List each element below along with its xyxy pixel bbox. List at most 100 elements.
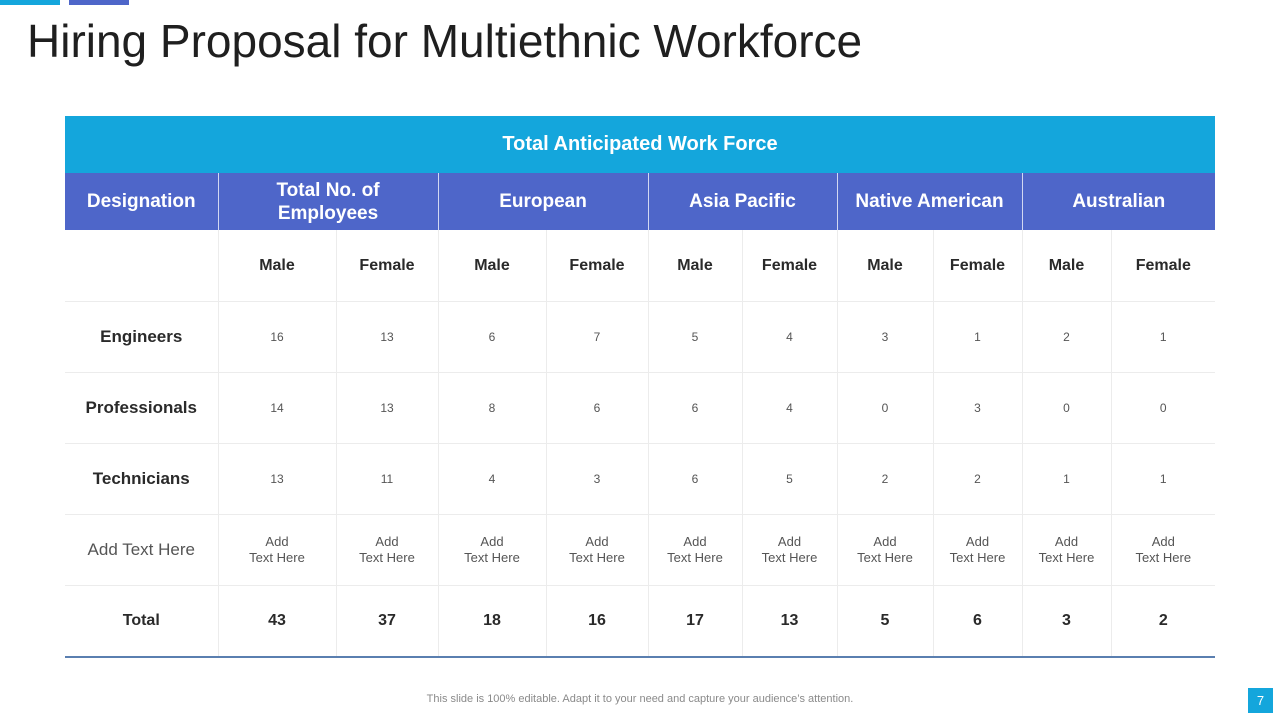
gender-male: Male xyxy=(217,230,336,302)
total-cell: 13 xyxy=(741,585,837,657)
workforce-table-container: Total Anticipated Work Force Designation… xyxy=(65,116,1216,658)
table-row-technicians: Technicians 13 11 4 3 6 5 2 2 1 1 xyxy=(65,443,1216,515)
header-designation: Designation xyxy=(65,173,218,230)
table-cell: 2 xyxy=(836,443,933,515)
gender-female: Female xyxy=(335,230,438,302)
placeholder-line-1: Add xyxy=(585,534,609,549)
gender-male: Male xyxy=(437,230,546,302)
table-cell: 7 xyxy=(545,301,648,373)
placeholder-cell: Add Text Here xyxy=(217,514,336,586)
row-label: Engineers xyxy=(65,301,218,373)
total-cell: 6 xyxy=(932,585,1022,657)
table-cell: 1 xyxy=(1110,301,1216,373)
table-cell: 0 xyxy=(1021,372,1111,444)
table-cell: 4 xyxy=(437,443,546,515)
row-label-placeholder: Add Text Here xyxy=(65,514,218,586)
table-cell: 14 xyxy=(217,372,336,444)
placeholder-cell: Add Text Here xyxy=(545,514,648,586)
gender-male: Male xyxy=(1021,230,1111,302)
table-cell: 6 xyxy=(647,443,742,515)
gender-female: Female xyxy=(741,230,837,302)
placeholder-line-1: Add xyxy=(1054,534,1079,549)
table-cell: 5 xyxy=(741,443,837,515)
total-cell: 17 xyxy=(647,585,742,657)
table-cell: 4 xyxy=(741,372,837,444)
table-cell: 2 xyxy=(1021,301,1111,373)
table-row-total: Total 43 37 18 16 17 13 5 6 3 2 xyxy=(65,585,1216,657)
placeholder-line-1: Add xyxy=(375,534,399,549)
total-cell: 18 xyxy=(437,585,546,657)
table-cell: 1 xyxy=(1110,443,1216,515)
page-number-badge: 7 xyxy=(1248,688,1273,713)
table-banner: Total Anticipated Work Force xyxy=(65,116,1216,173)
table-cell: 6 xyxy=(647,372,742,444)
table-cell: 1 xyxy=(932,301,1022,373)
placeholder-line-1: Add xyxy=(683,534,707,549)
placeholder-line-1: Add xyxy=(265,534,289,549)
total-cell: 37 xyxy=(335,585,438,657)
placeholder-cell: Add Text Here xyxy=(647,514,742,586)
placeholder-line-2: Text Here xyxy=(1135,550,1192,565)
placeholder-line-1: Add xyxy=(873,534,897,549)
table-cell: 1 xyxy=(1021,443,1111,515)
total-cell: 2 xyxy=(1110,585,1216,657)
placeholder-cell: Add Text Here xyxy=(335,514,438,586)
table-cell: 3 xyxy=(836,301,933,373)
gender-row-empty-cell xyxy=(65,230,218,302)
placeholder-line-2: Text Here xyxy=(857,550,913,565)
gender-row: Male Female Male Female Male Female Male… xyxy=(65,230,1216,302)
accent-bar-cyan xyxy=(0,0,60,5)
column-header-row: Designation Total No. of Employees Europ… xyxy=(65,173,1216,230)
table-cell: 5 xyxy=(647,301,742,373)
table-cell: 13 xyxy=(335,372,438,444)
placeholder-cell: Add Text Here xyxy=(1021,514,1111,586)
placeholder-cell: Add Text Here xyxy=(437,514,546,586)
total-cell: 3 xyxy=(1021,585,1111,657)
table-cell: 13 xyxy=(335,301,438,373)
placeholder-cell: Add Text Here xyxy=(1110,514,1216,586)
gender-male: Male xyxy=(647,230,742,302)
table-cell: 16 xyxy=(217,301,336,373)
table-row-engineers: Engineers 16 13 6 7 5 4 3 1 2 1 xyxy=(65,301,1216,373)
header-native-american: Native American xyxy=(836,173,1022,230)
placeholder-cell: Add Text Here xyxy=(932,514,1022,586)
header-asia-pacific: Asia Pacific xyxy=(647,173,837,230)
row-label: Technicians xyxy=(65,443,218,515)
workforce-table: Total Anticipated Work Force Designation… xyxy=(65,116,1216,658)
total-label: Total xyxy=(65,585,218,657)
accent-bar-indigo xyxy=(69,0,129,5)
table-cell: 2 xyxy=(932,443,1022,515)
placeholder-line-2: Text Here xyxy=(949,550,1006,565)
gender-female: Female xyxy=(545,230,648,302)
placeholder-line-1: Add xyxy=(480,534,504,549)
placeholder-cell: Add Text Here xyxy=(836,514,933,586)
placeholder-line-2: Text Here xyxy=(249,550,305,565)
header-australian: Australian xyxy=(1021,173,1216,230)
gender-female: Female xyxy=(932,230,1022,302)
placeholder-line-1: Add xyxy=(965,534,990,549)
table-row-placeholder: Add Text Here Add Text Here Add Text Here … xyxy=(65,514,1216,586)
table-cell: 6 xyxy=(437,301,546,373)
banner-row: Total Anticipated Work Force xyxy=(65,116,1216,173)
placeholder-line-2: Text Here xyxy=(761,550,818,565)
table-cell: 3 xyxy=(932,372,1022,444)
table-cell: 4 xyxy=(741,301,837,373)
total-cell: 5 xyxy=(836,585,933,657)
table-row-professionals: Professionals 14 13 8 6 6 4 0 3 0 0 xyxy=(65,372,1216,444)
placeholder-line-2: Text Here xyxy=(464,550,520,565)
table-cell: 11 xyxy=(335,443,438,515)
table-cell: 3 xyxy=(545,443,648,515)
placeholder-line-1: Add xyxy=(1151,534,1175,549)
gender-female: Female xyxy=(1110,230,1216,302)
placeholder-line-2: Text Here xyxy=(667,550,723,565)
placeholder-cell: Add Text Here xyxy=(741,514,837,586)
table-cell: 0 xyxy=(1110,372,1216,444)
table-cell: 13 xyxy=(217,443,336,515)
placeholder-line-2: Text Here xyxy=(569,550,625,565)
gender-male: Male xyxy=(836,230,933,302)
slide-title: Hiring Proposal for Multiethnic Workforc… xyxy=(27,15,863,67)
placeholder-line-2: Text Here xyxy=(359,550,415,565)
row-label: Professionals xyxy=(65,372,218,444)
header-european: European xyxy=(437,173,648,230)
table-cell: 6 xyxy=(545,372,648,444)
